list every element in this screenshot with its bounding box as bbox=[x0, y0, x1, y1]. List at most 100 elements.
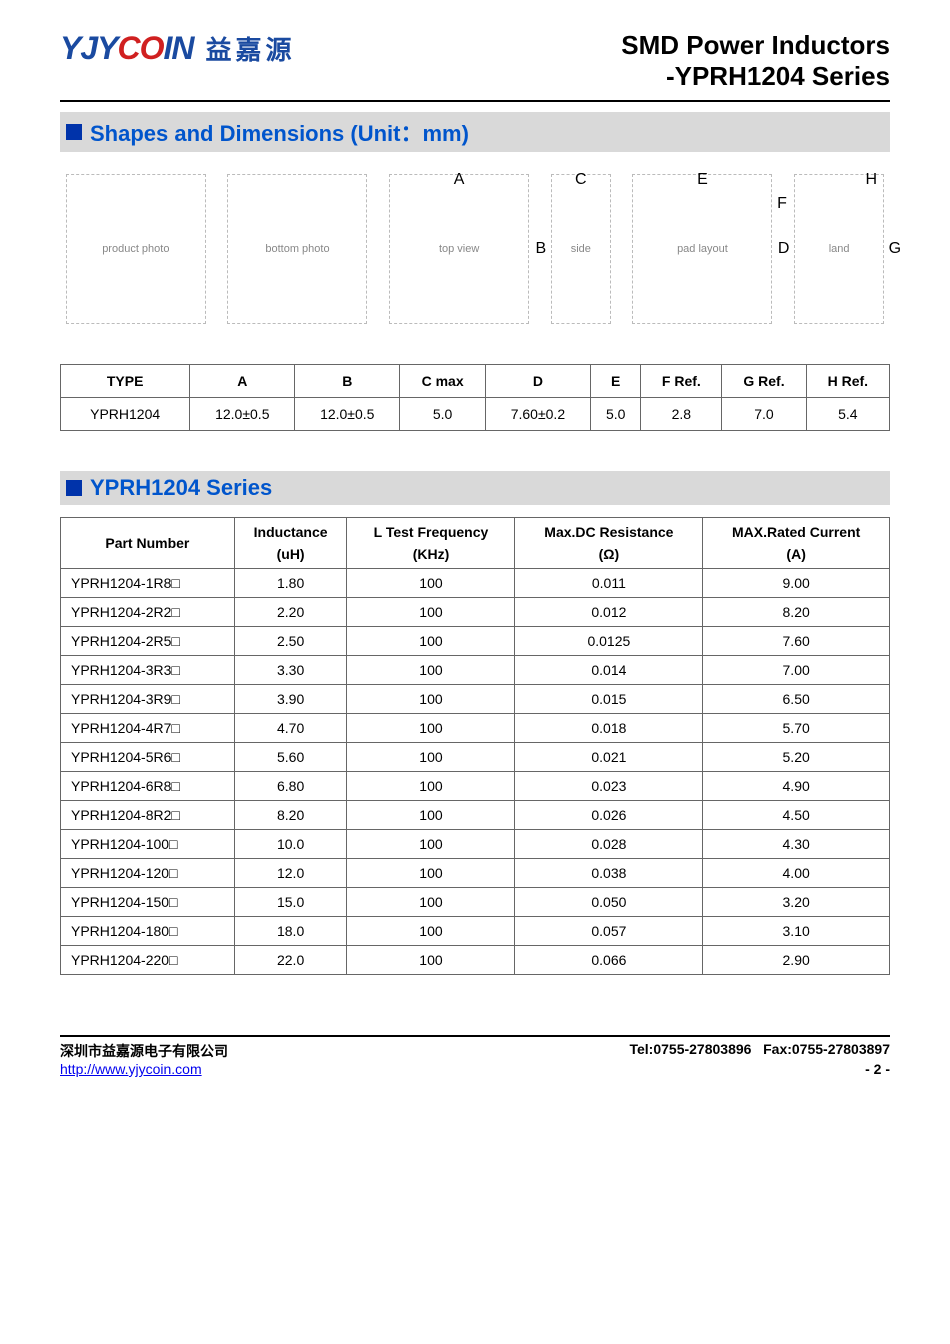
series-h-ind-unit: (uH) bbox=[239, 546, 343, 562]
value-cell: 4.50 bbox=[703, 801, 890, 830]
series-h-freq-label: L Test Frequency bbox=[374, 524, 489, 540]
series-h-pn: Part Number bbox=[61, 518, 235, 569]
value-cell: 0.0125 bbox=[515, 627, 703, 656]
value-cell: 6.50 bbox=[703, 685, 890, 714]
logo-cn: 益嘉源 bbox=[205, 30, 295, 67]
table-row: YPRH1204-2R2□2.201000.0128.20 bbox=[61, 598, 890, 627]
dim-C: C bbox=[575, 171, 587, 189]
part-number-cell: YPRH1204-3R9□ bbox=[61, 685, 235, 714]
footer-url[interactable]: http://www.yjycoin.com bbox=[60, 1061, 202, 1077]
footer-company: 深圳市益嘉源电子有限公司 bbox=[60, 1041, 228, 1061]
dim-type: YPRH1204 bbox=[61, 398, 190, 431]
value-cell: 2.50 bbox=[234, 627, 347, 656]
dim-h-G: G Ref. bbox=[722, 365, 806, 398]
section-series-title: YPRH1204 Series bbox=[90, 475, 272, 501]
title-line-1: SMD Power Inductors bbox=[621, 30, 890, 61]
value-cell: 4.70 bbox=[234, 714, 347, 743]
dim-D: D bbox=[778, 240, 790, 258]
part-number-cell: YPRH1204-3R3□ bbox=[61, 656, 235, 685]
dim-B: B bbox=[535, 240, 546, 258]
header: YJYCOIN 益嘉源 SMD Power Inductors -YPRH120… bbox=[60, 30, 890, 92]
value-cell: 0.057 bbox=[515, 917, 703, 946]
series-header-row: Part Number Inductance (uH) L Test Frequ… bbox=[61, 518, 890, 569]
value-cell: 5.60 bbox=[234, 743, 347, 772]
part-number-cell: YPRH1204-1R8□ bbox=[61, 569, 235, 598]
value-cell: 12.0 bbox=[234, 859, 347, 888]
table-row: YPRH1204-220□22.01000.0662.90 bbox=[61, 946, 890, 975]
value-cell: 100 bbox=[347, 569, 515, 598]
series-h-pn-label: Part Number bbox=[105, 535, 189, 551]
table-row: YPRH1204-3R3□3.301000.0147.00 bbox=[61, 656, 890, 685]
series-h-cur-unit: (A) bbox=[707, 546, 885, 562]
value-cell: 0.050 bbox=[515, 888, 703, 917]
dim-H: H bbox=[866, 171, 878, 189]
value-cell: 3.10 bbox=[703, 917, 890, 946]
value-cell: 22.0 bbox=[234, 946, 347, 975]
series-h-ind-label: Inductance bbox=[254, 524, 328, 540]
dim-A: 12.0±0.5 bbox=[190, 398, 295, 431]
footer: 深圳市益嘉源电子有限公司 Tel:0755-27803896 Fax:0755-… bbox=[60, 1035, 890, 1077]
value-cell: 6.80 bbox=[234, 772, 347, 801]
part-number-cell: YPRH1204-2R5□ bbox=[61, 627, 235, 656]
value-cell: 4.90 bbox=[703, 772, 890, 801]
part-number-cell: YPRH1204-220□ bbox=[61, 946, 235, 975]
part-number-cell: YPRH1204-120□ bbox=[61, 859, 235, 888]
table-row: YPRH1204-3R9□3.901000.0156.50 bbox=[61, 685, 890, 714]
value-cell: 7.00 bbox=[703, 656, 890, 685]
dim-D: 7.60±0.2 bbox=[485, 398, 590, 431]
part-number-cell: YPRH1204-180□ bbox=[61, 917, 235, 946]
value-cell: 3.90 bbox=[234, 685, 347, 714]
footer-tel: Tel:0755-27803896 bbox=[629, 1041, 751, 1057]
title-line-2: -YPRH1204 Series bbox=[621, 61, 890, 92]
dim-h-Cmax: C max bbox=[400, 365, 486, 398]
part-number-cell: YPRH1204-4R7□ bbox=[61, 714, 235, 743]
table-row: YPRH1204-8R2□8.201000.0264.50 bbox=[61, 801, 890, 830]
drawing-top: A B top view bbox=[389, 174, 529, 324]
header-rule bbox=[60, 100, 890, 102]
value-cell: 0.011 bbox=[515, 569, 703, 598]
dim-G: 7.0 bbox=[722, 398, 806, 431]
value-cell: 100 bbox=[347, 656, 515, 685]
dim-h-B: B bbox=[295, 365, 400, 398]
table-row: YPRH1204-6R8□6.801000.0234.90 bbox=[61, 772, 890, 801]
dimensions-table: TYPE A B C max D E F Ref. G Ref. H Ref. … bbox=[60, 364, 890, 431]
value-cell: 0.038 bbox=[515, 859, 703, 888]
value-cell: 0.018 bbox=[515, 714, 703, 743]
value-cell: 0.014 bbox=[515, 656, 703, 685]
value-cell: 18.0 bbox=[234, 917, 347, 946]
table-row: YPRH1204-5R6□5.601000.0215.20 bbox=[61, 743, 890, 772]
footer-rule bbox=[60, 1035, 890, 1037]
value-cell: 0.015 bbox=[515, 685, 703, 714]
footer-fax: Fax:0755-27803897 bbox=[763, 1041, 890, 1057]
photo-1: product photo bbox=[66, 174, 206, 324]
value-cell: 100 bbox=[347, 859, 515, 888]
dim-E: 5.0 bbox=[590, 398, 641, 431]
value-cell: 100 bbox=[347, 888, 515, 917]
series-h-res-unit: (Ω) bbox=[519, 546, 698, 562]
value-cell: 0.012 bbox=[515, 598, 703, 627]
value-cell: 100 bbox=[347, 946, 515, 975]
value-cell: 0.021 bbox=[515, 743, 703, 772]
logo-mark: YJYCOIN bbox=[60, 30, 193, 67]
series-h-cur: MAX.Rated Current (A) bbox=[703, 518, 890, 569]
dim-B: 12.0±0.5 bbox=[295, 398, 400, 431]
dim-data-row: YPRH1204 12.0±0.5 12.0±0.5 5.0 7.60±0.2 … bbox=[61, 398, 890, 431]
dim-A: A bbox=[454, 171, 465, 189]
drawing-land: H F G land bbox=[794, 174, 884, 324]
drawing-pad: E D pad layout bbox=[632, 174, 772, 324]
value-cell: 15.0 bbox=[234, 888, 347, 917]
table-row: YPRH1204-4R7□4.701000.0185.70 bbox=[61, 714, 890, 743]
dim-C: 5.0 bbox=[400, 398, 486, 431]
value-cell: 8.20 bbox=[703, 598, 890, 627]
table-row: YPRH1204-180□18.01000.0573.10 bbox=[61, 917, 890, 946]
part-number-cell: YPRH1204-2R2□ bbox=[61, 598, 235, 627]
value-cell: 3.30 bbox=[234, 656, 347, 685]
section-shapes-header: Shapes and Dimensions (Unit：mm) bbox=[60, 112, 890, 152]
value-cell: 4.30 bbox=[703, 830, 890, 859]
value-cell: 0.028 bbox=[515, 830, 703, 859]
square-icon bbox=[66, 124, 82, 140]
part-number-cell: YPRH1204-6R8□ bbox=[61, 772, 235, 801]
value-cell: 100 bbox=[347, 627, 515, 656]
diagrams-row: product photo bottom photo A B top view … bbox=[60, 164, 890, 334]
series-table: Part Number Inductance (uH) L Test Frequ… bbox=[60, 517, 890, 975]
